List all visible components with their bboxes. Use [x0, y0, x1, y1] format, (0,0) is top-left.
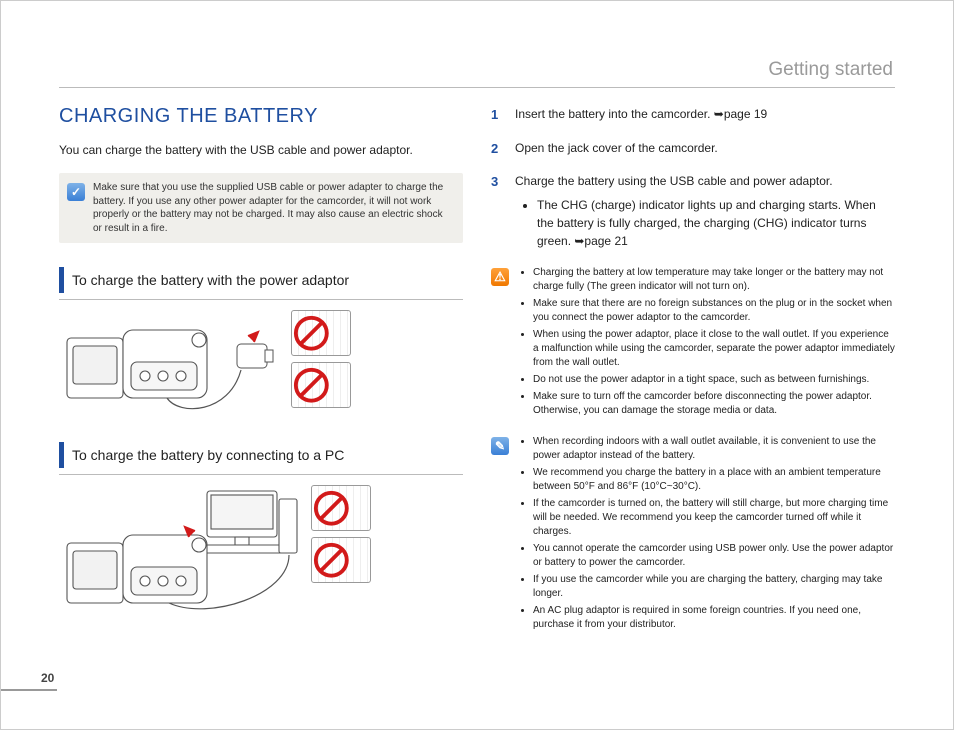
bullet-item: When recording indoors with a wall outle… [533, 435, 895, 463]
check-icon: ✓ [67, 183, 85, 201]
left-column: CHARGING THE BATTERY You can charge the … [59, 105, 463, 649]
caution-box: ✓ Make sure that you use the supplied US… [59, 173, 463, 243]
bullet-item: If the camcorder is turned on, the batte… [533, 497, 895, 539]
section-title: Getting started [768, 59, 893, 81]
step-number: 3 [491, 172, 505, 252]
subheading-rule [59, 474, 463, 475]
step-text: Open the jack cover of the camcorder. [515, 141, 718, 155]
warning-icon: ⚠ [491, 268, 509, 286]
step-item: 2 Open the jack cover of the camcorder. [491, 139, 895, 159]
page-number: 20 [41, 671, 54, 685]
tip-block: ✎ When recording indoors with a wall out… [491, 435, 895, 635]
warning-list: Charging the battery at low temperature … [533, 266, 895, 421]
step-list: 1 Insert the battery into the camcorder.… [491, 105, 895, 252]
prohibit-illustration [311, 537, 371, 583]
bullet-item: You cannot operate the camcorder using U… [533, 542, 895, 570]
warning-block: ⚠ Charging the battery at low temperatur… [491, 266, 895, 421]
prohibit-stack [291, 310, 351, 408]
step-number: 1 [491, 105, 505, 125]
bullet-item: If you use the camcorder while you are c… [533, 573, 895, 601]
prohibit-illustration [291, 310, 351, 356]
subheading-adaptor: To charge the battery with the power ada… [59, 267, 463, 293]
camcorder-adaptor-illustration [59, 310, 279, 416]
step-bullets: The CHG (charge) indicator lights up and… [537, 196, 895, 250]
bullet-item: We recommend you charge the battery in a… [533, 466, 895, 494]
illustration-adaptor [59, 310, 463, 416]
right-column: 1 Insert the battery into the camcorder.… [491, 105, 895, 649]
bullet-item: When using the power adaptor, place it c… [533, 328, 895, 370]
illustration-pc [59, 485, 463, 615]
bullet-item: Charging the battery at low temperature … [533, 266, 895, 294]
bullet-item: Do not use the power adaptor in a tight … [533, 373, 895, 387]
two-column-layout: CHARGING THE BATTERY You can charge the … [59, 105, 895, 649]
page-number-rule [1, 689, 57, 691]
caution-text: Make sure that you use the supplied USB … [93, 181, 453, 235]
step-item: 1 Insert the battery into the camcorder.… [491, 105, 895, 125]
intro-text: You can charge the battery with the USB … [59, 142, 463, 159]
subheading-rule [59, 299, 463, 300]
camcorder-pc-illustration [59, 485, 299, 615]
step-text: Charge the battery using the USB cable a… [515, 174, 833, 188]
subheading-pc: To charge the battery by connecting to a… [59, 442, 463, 468]
prohibit-illustration [291, 362, 351, 408]
tip-list: When recording indoors with a wall outle… [533, 435, 895, 635]
bullet-item: Make sure that there are no foreign subs… [533, 297, 895, 325]
header-rule [59, 87, 895, 88]
bullet-item: Make sure to turn off the camcorder befo… [533, 390, 895, 418]
note-icon: ✎ [491, 437, 509, 455]
step-text: Insert the battery into the camcorder. ➥… [515, 107, 767, 121]
bullet-item: An AC plug adaptor is required in some f… [533, 604, 895, 632]
manual-page: Getting started CHARGING THE BATTERY You… [0, 0, 954, 730]
prohibit-illustration [311, 485, 371, 531]
step-item: 3 Charge the battery using the USB cable… [491, 172, 895, 252]
prohibit-stack [311, 485, 371, 583]
page-heading: CHARGING THE BATTERY [59, 105, 463, 128]
step-number: 2 [491, 139, 505, 159]
bullet-item: The CHG (charge) indicator lights up and… [537, 196, 895, 250]
